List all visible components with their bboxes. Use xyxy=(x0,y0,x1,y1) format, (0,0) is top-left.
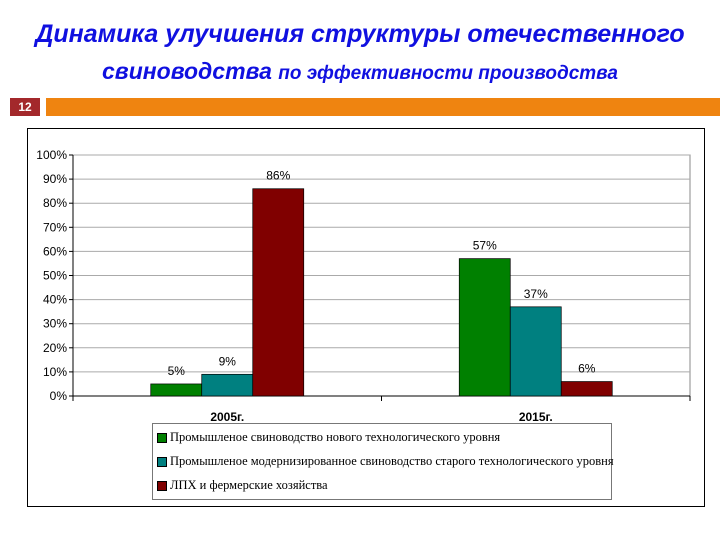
legend-swatch xyxy=(157,432,167,443)
slide-title-line1: Динамика улучшения структуры отечественн… xyxy=(35,20,685,48)
legend-item: Промышленое свиноводство нового технолог… xyxy=(157,430,500,445)
x-tick-label: 2015г. xyxy=(519,410,553,424)
legend-swatch xyxy=(157,456,167,467)
bar xyxy=(560,381,613,397)
legend-label: Промышленое свиноводство нового технолог… xyxy=(170,430,501,444)
y-tick-label: 50% xyxy=(43,269,67,283)
x-tick-label: 2005г. xyxy=(210,410,244,424)
y-tick-label: 100% xyxy=(36,148,67,162)
y-tick-label: 0% xyxy=(50,389,68,403)
legend-label: Промышленое модернизированное свиноводст… xyxy=(170,454,614,468)
bar xyxy=(458,258,511,397)
bar xyxy=(509,306,562,397)
data-label: 9% xyxy=(219,354,237,368)
slide-number: 12 xyxy=(10,98,40,116)
y-tick-label: 10% xyxy=(43,365,67,379)
legend-swatch xyxy=(157,480,167,491)
bar xyxy=(252,188,305,397)
title-big: свиноводства xyxy=(102,58,272,84)
y-tick-label: 70% xyxy=(43,220,67,234)
chart-container xyxy=(27,128,705,507)
bar xyxy=(201,373,254,397)
y-tick-label: 30% xyxy=(43,317,67,331)
data-label: 86% xyxy=(266,169,290,183)
orange-header-bar xyxy=(46,98,720,116)
slide-title-line2: свиноводства по эффективности производст… xyxy=(0,58,720,85)
y-tick-label: 80% xyxy=(43,196,67,210)
title-small: по эффективности производства xyxy=(278,63,618,84)
data-label: 5% xyxy=(168,364,186,378)
legend-item: ЛПХ и фермерские хозяйства xyxy=(157,478,328,493)
y-tick-label: 20% xyxy=(43,341,67,355)
bar xyxy=(150,383,203,397)
data-label: 57% xyxy=(473,239,497,253)
legend-item: Промышленое модернизированное свиноводст… xyxy=(157,454,614,469)
data-label: 6% xyxy=(578,362,596,376)
y-tick-label: 60% xyxy=(43,244,67,258)
y-tick-label: 40% xyxy=(43,293,67,307)
legend: Промышленое свиноводство нового технолог… xyxy=(152,423,614,500)
legend-label: ЛПХ и фермерские хозяйства xyxy=(170,478,328,492)
data-label: 37% xyxy=(524,287,548,301)
y-tick-label: 90% xyxy=(43,172,67,186)
